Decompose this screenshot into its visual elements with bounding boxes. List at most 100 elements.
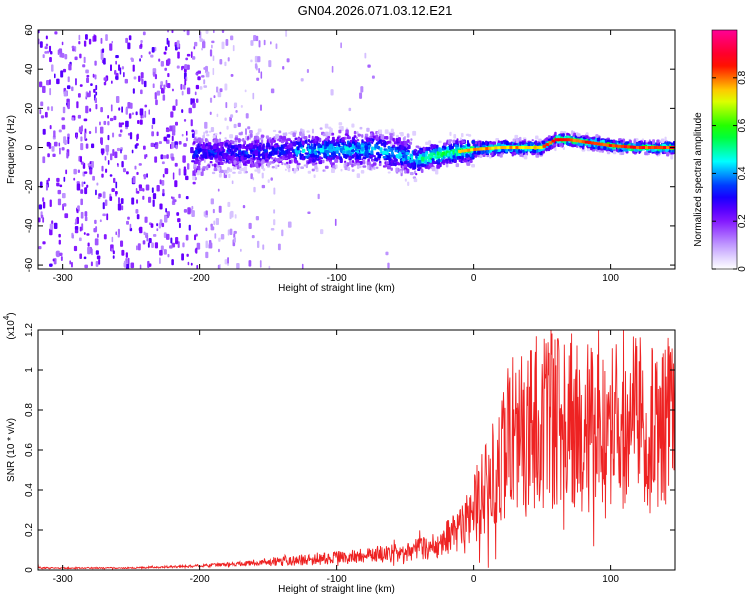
band-cell: [340, 168, 343, 172]
band-cell: [197, 167, 201, 171]
noise-speck: [116, 162, 119, 166]
noise-speck: [127, 102, 131, 109]
band-cell: [509, 142, 512, 146]
noise-speck: [74, 222, 77, 225]
band-cell: [623, 142, 628, 146]
noise-speck: [158, 222, 161, 229]
band-cell: [393, 155, 397, 158]
band-cell: [228, 173, 231, 179]
band-cell: [330, 140, 335, 144]
noise-speck: [127, 216, 130, 220]
band-cell: [285, 155, 288, 158]
band-cell: [327, 126, 332, 130]
band-cell: [356, 154, 360, 160]
band-cell: [405, 151, 410, 155]
colorbar-tick-label: 0.8: [737, 70, 748, 84]
band-cell: [596, 137, 601, 142]
noise-speck: [135, 111, 138, 116]
band-cell: [369, 135, 372, 139]
band-cell: [351, 137, 355, 141]
noise-speck: [61, 41, 64, 46]
band-cell: [333, 142, 337, 147]
noise-speck: [92, 73, 95, 78]
noise-speck: [186, 64, 190, 70]
band-cell: [197, 143, 200, 149]
band-cell: [304, 152, 309, 155]
noise-speck: [75, 78, 77, 86]
band-cell: [251, 163, 255, 168]
noise-speck: [225, 102, 228, 109]
band-cell: [220, 147, 223, 152]
band-cell: [597, 145, 601, 150]
band-cell: [323, 153, 327, 159]
band-cell: [227, 149, 231, 153]
band-cell: [327, 156, 330, 161]
noise-speck: [80, 136, 83, 142]
band-cell: [338, 122, 343, 126]
noise-speck: [121, 66, 125, 70]
band-cell: [409, 172, 414, 176]
band-cell: [436, 164, 441, 169]
band-cell: [438, 140, 442, 144]
band-cell: [478, 141, 481, 147]
band-cell: [375, 144, 379, 149]
band-cell: [364, 150, 369, 155]
y-tick-label: 0.8: [24, 403, 35, 417]
noise-speck: [111, 40, 114, 44]
band-cell: [218, 173, 222, 178]
band-cell: [210, 145, 213, 150]
noise-speck: [40, 214, 44, 219]
noise-speck: [348, 107, 352, 112]
noise-speck: [72, 47, 75, 52]
band-cell: [281, 161, 284, 166]
noise-speck: [49, 124, 52, 130]
band-cell: [349, 142, 352, 145]
noise-speck: [166, 154, 169, 159]
band-cell: [299, 155, 302, 159]
noise-speck: [77, 114, 81, 119]
band-cell: [256, 159, 261, 165]
noise-speck: [85, 105, 89, 114]
band-cell: [442, 159, 446, 164]
noise-speck: [169, 125, 173, 132]
band-cell: [336, 136, 340, 140]
noise-speck: [39, 41, 43, 48]
noise-speck: [58, 129, 62, 133]
noise-speck: [129, 132, 133, 140]
band-cell: [371, 141, 374, 145]
noise-speck: [203, 85, 208, 88]
band-cell: [465, 153, 469, 158]
noise-speck: [195, 98, 199, 103]
noise-speck: [46, 141, 51, 147]
noise-speck: [183, 208, 188, 213]
y-tick-label: 40: [24, 63, 35, 75]
band-cell: [369, 155, 374, 158]
noise-speck: [285, 30, 288, 37]
band-cell: [385, 163, 388, 168]
band-cell: [548, 145, 552, 150]
band-cell: [659, 149, 662, 152]
band-cell: [587, 144, 592, 148]
noise-speck: [95, 84, 98, 91]
noise-speck: [181, 90, 184, 96]
band-cell: [436, 151, 440, 156]
noise-speck: [140, 72, 144, 79]
noise-speck: [174, 180, 178, 188]
band-cell: [348, 156, 351, 160]
noise-speck: [151, 187, 154, 194]
band-cell: [335, 146, 340, 151]
band-cell: [260, 134, 264, 139]
noise-speck: [143, 231, 146, 236]
noise-speck: [39, 81, 43, 88]
band-cell: [203, 152, 208, 157]
noise-speck: [139, 58, 141, 62]
band-cell: [654, 148, 657, 152]
noise-speck: [175, 240, 179, 244]
band-cell: [338, 126, 342, 129]
noise-speck: [258, 40, 261, 48]
noise-speck: [49, 199, 52, 208]
noise-speck: [195, 84, 200, 90]
band-cell: [344, 165, 348, 171]
band-cell: [305, 139, 308, 144]
noise-speck: [307, 211, 311, 215]
